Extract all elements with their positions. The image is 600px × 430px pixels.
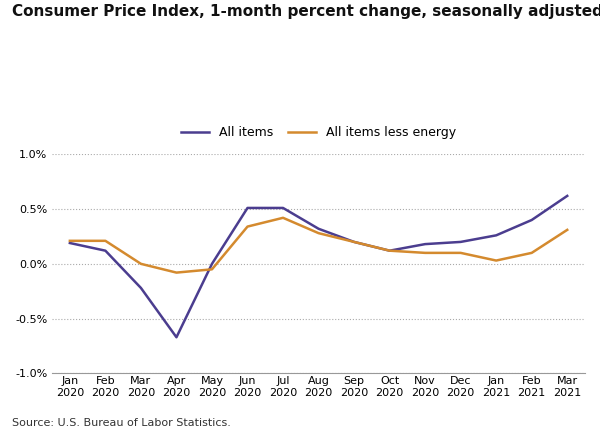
All items xyxy=(563,194,571,199)
All items less energy xyxy=(350,240,358,245)
Text: Consumer Price Index, 1-month percent change, seasonally adjusted: Consumer Price Index, 1-month percent ch… xyxy=(12,4,600,19)
All items xyxy=(244,206,251,211)
All items xyxy=(66,240,73,246)
All items less energy xyxy=(137,261,145,267)
Line: All items: All items xyxy=(70,196,567,337)
All items xyxy=(208,261,215,267)
Line: All items less energy: All items less energy xyxy=(70,218,567,273)
All items less energy xyxy=(563,227,571,233)
All items less energy xyxy=(173,270,180,275)
All items xyxy=(102,248,109,253)
All items xyxy=(173,335,180,340)
All items xyxy=(386,248,393,253)
Legend: All items, All items less energy: All items, All items less energy xyxy=(176,121,461,144)
All items xyxy=(350,240,358,245)
All items less energy xyxy=(422,250,429,255)
All items less energy xyxy=(528,250,535,255)
All items xyxy=(493,233,500,238)
All items less energy xyxy=(244,224,251,229)
All items xyxy=(422,242,429,247)
All items less energy xyxy=(493,258,500,263)
All items less energy xyxy=(457,250,464,255)
All items xyxy=(457,240,464,245)
Text: Source: U.S. Bureau of Labor Statistics.: Source: U.S. Bureau of Labor Statistics. xyxy=(12,418,231,428)
All items less energy xyxy=(386,248,393,253)
All items less energy xyxy=(315,230,322,236)
All items xyxy=(528,218,535,223)
All items xyxy=(280,206,287,211)
All items xyxy=(137,286,145,291)
All items less energy xyxy=(208,267,215,272)
All items less energy xyxy=(102,238,109,243)
All items less energy xyxy=(66,238,73,243)
All items less energy xyxy=(280,215,287,221)
All items xyxy=(315,226,322,231)
